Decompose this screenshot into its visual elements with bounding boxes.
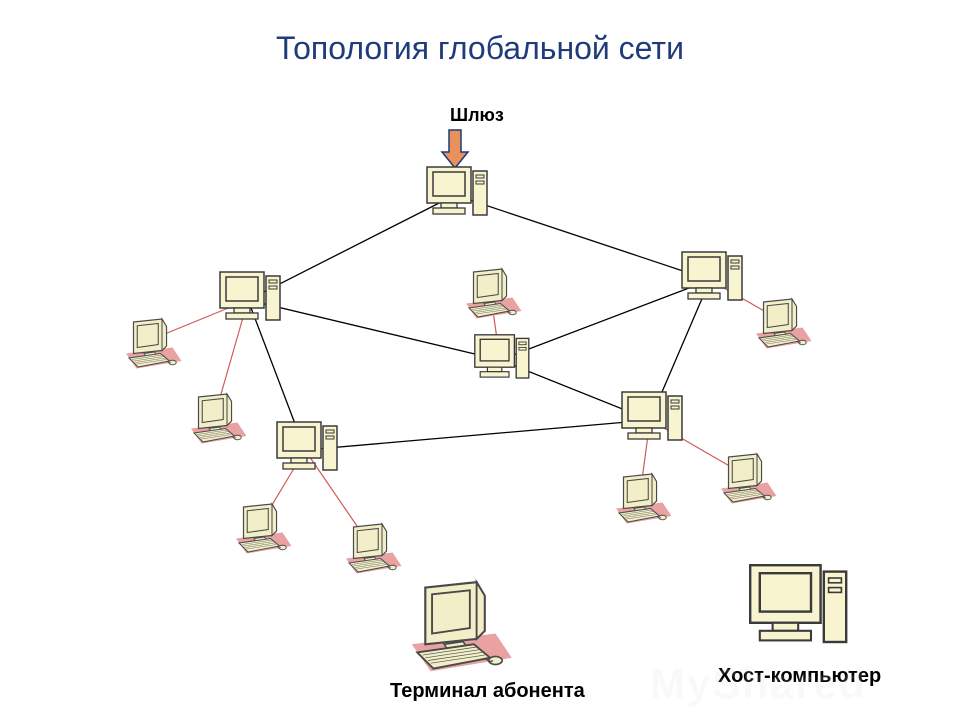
- edges-layer: [150, 195, 780, 545]
- terminal-node-t8: [721, 454, 777, 504]
- terminal-node-t6: [346, 524, 402, 574]
- host-node-h1: [427, 167, 487, 215]
- host-node-h2: [220, 272, 280, 320]
- host-node-h3: [475, 335, 529, 378]
- edge-main: [500, 280, 710, 360]
- terminal-node-t4: [756, 299, 812, 349]
- host-node-h6: [277, 422, 337, 470]
- label-terminal-legend: Терминал абонента: [390, 680, 585, 703]
- terminal-node-t1: [126, 319, 182, 369]
- gateway-arrow-icon: [442, 130, 468, 168]
- host-node-h5: [622, 392, 682, 440]
- edge-main: [305, 420, 650, 450]
- terminal-node-t2: [191, 394, 247, 444]
- legend-host-icon: [750, 565, 846, 642]
- edge-main: [455, 195, 710, 280]
- watermark: MyShared: [650, 660, 867, 708]
- host-node-h4: [682, 252, 742, 300]
- label-gateway: Шлюз: [450, 105, 504, 126]
- edge-main: [248, 300, 500, 360]
- terminal-node-t5: [236, 504, 292, 554]
- legend-terminal-icon: [412, 582, 512, 671]
- terminal-node-t7: [616, 474, 672, 524]
- terminal-node-t3: [466, 269, 522, 319]
- page-title: Топология глобальной сети: [0, 30, 960, 67]
